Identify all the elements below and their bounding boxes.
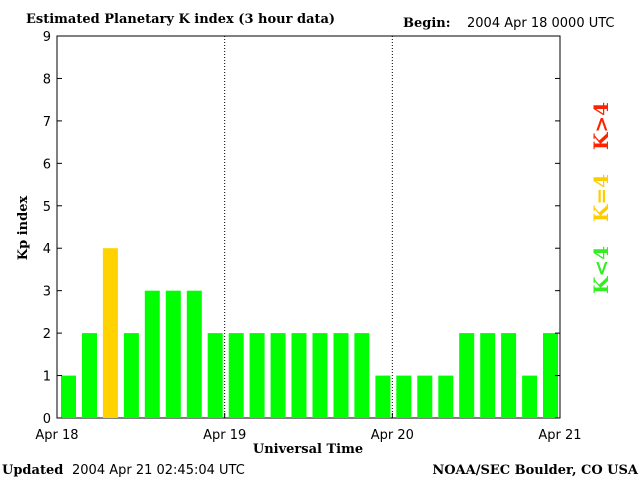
legend-item: K<4 (589, 246, 613, 294)
bar (123, 333, 139, 418)
bar (144, 290, 160, 418)
chart-title: Estimated Planetary K index (3 hour data… (26, 12, 335, 27)
legend-item: K>4 (589, 102, 613, 150)
x-tick-label: Apr 20 (371, 428, 414, 443)
y-tick-label: 6 (43, 157, 51, 172)
plot-area: 0 1 2 3 4 5 6 7 8 9 Apr 18 Apr 19 Apr 20 Apr 21 (35, 30, 581, 443)
bar (312, 333, 328, 418)
bar (480, 333, 496, 418)
updated-value: 2004 Apr 21 02:45:04 UTC (72, 463, 245, 478)
x-axis-label: Universal Time (253, 442, 363, 457)
bar (270, 333, 286, 418)
y-tick-label: 4 (43, 242, 51, 257)
bar (396, 375, 412, 418)
y-tick-label: 3 (43, 285, 51, 300)
bar (522, 375, 538, 418)
bar (417, 375, 433, 418)
updated-label: Updated (2, 463, 63, 478)
bar (249, 333, 265, 418)
bar (333, 333, 349, 418)
x-tick-label: Apr 19 (203, 428, 246, 443)
x-tick-label: Apr 21 (538, 428, 581, 443)
y-tick-label: 0 (43, 412, 51, 427)
begin-value: 2004 Apr 18 0000 UTC (467, 16, 615, 31)
bar (543, 333, 558, 418)
bar (228, 333, 244, 418)
source-credit: NOAA/SEC Boulder, CO USA (432, 463, 639, 478)
y-tick-label: 7 (43, 115, 51, 130)
y-tick-label: 2 (43, 327, 51, 342)
bar (459, 333, 475, 418)
bar (354, 333, 370, 418)
y-tick-label: 8 (43, 72, 51, 87)
bar (291, 333, 307, 418)
x-tick-label: Apr 18 (35, 428, 78, 443)
bar (165, 290, 181, 418)
bar (186, 290, 202, 418)
bar (375, 375, 391, 418)
bar (207, 333, 223, 418)
legend: K<4 K=4 K>4 (589, 102, 613, 294)
bar (82, 333, 97, 418)
bar (61, 375, 76, 418)
bar (438, 375, 454, 418)
plot-frame (56, 35, 561, 419)
legend-item: K=4 (589, 174, 613, 222)
bar (102, 248, 118, 418)
begin-label: Begin: (403, 16, 451, 31)
y-tick-label: 5 (43, 200, 51, 215)
y-axis-label: Kp index (16, 196, 31, 261)
bar (501, 333, 517, 418)
y-tick-label: 9 (43, 30, 51, 45)
y-tick-label: 1 (43, 370, 51, 385)
